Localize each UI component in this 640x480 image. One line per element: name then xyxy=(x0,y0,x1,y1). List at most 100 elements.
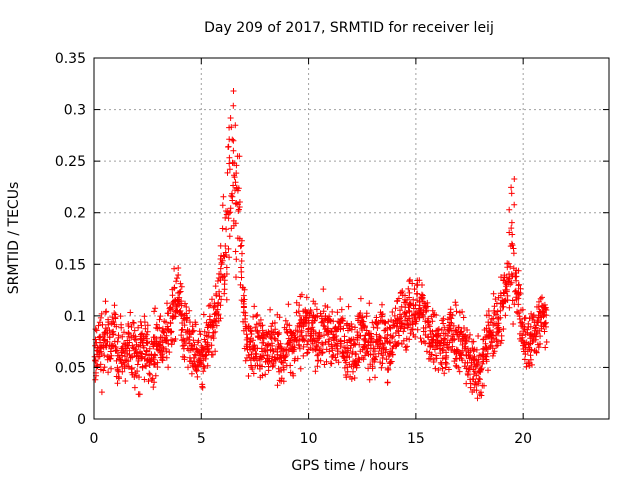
data-point xyxy=(105,316,112,323)
data-point xyxy=(360,356,367,363)
data-point xyxy=(495,320,502,327)
data-point xyxy=(276,314,283,321)
data-point xyxy=(217,265,224,272)
data-point xyxy=(453,308,460,315)
data-point xyxy=(212,328,219,335)
data-point xyxy=(277,340,284,347)
data-point xyxy=(230,102,237,109)
x-tick-label: 10 xyxy=(300,431,318,447)
data-point xyxy=(396,332,402,339)
data-point xyxy=(508,279,515,286)
data-point xyxy=(328,360,335,367)
data-point xyxy=(342,372,349,378)
data-point xyxy=(105,369,112,376)
data-point xyxy=(249,366,256,373)
data-point xyxy=(175,265,182,271)
data-point xyxy=(210,304,217,311)
data-point xyxy=(329,347,336,354)
data-point xyxy=(318,350,325,357)
data-point xyxy=(149,375,156,382)
data-point xyxy=(387,360,394,367)
data-point xyxy=(260,352,267,359)
data-point xyxy=(132,333,139,340)
data-point xyxy=(213,322,220,329)
data-point xyxy=(373,314,380,321)
data-point xyxy=(271,319,278,326)
data-point xyxy=(372,353,379,360)
data-point xyxy=(143,363,150,370)
data-point xyxy=(497,307,504,314)
data-point xyxy=(244,334,251,341)
data-point xyxy=(529,338,536,345)
data-point xyxy=(509,297,516,304)
data-point xyxy=(389,351,396,358)
data-point xyxy=(408,326,415,333)
data-point xyxy=(337,338,344,345)
data-point xyxy=(228,124,235,131)
data-point xyxy=(458,351,465,358)
x-tick-label: 0 xyxy=(90,431,99,447)
data-point xyxy=(340,325,347,332)
data-point xyxy=(392,343,399,350)
data-point xyxy=(296,312,303,319)
data-point xyxy=(246,338,253,345)
data-point xyxy=(435,326,442,332)
data-point xyxy=(370,351,377,358)
data-point xyxy=(353,351,360,358)
data-point xyxy=(433,355,440,362)
data-point xyxy=(208,342,215,349)
data-point xyxy=(234,187,241,194)
data-point xyxy=(98,350,105,357)
data-point xyxy=(441,335,448,342)
data-point xyxy=(242,312,249,319)
data-point xyxy=(536,298,542,305)
data-point xyxy=(321,323,328,330)
data-point xyxy=(270,362,277,369)
data-point xyxy=(481,327,488,333)
data-point xyxy=(521,356,528,363)
data-point xyxy=(492,332,499,339)
data-point xyxy=(300,352,307,359)
data-point xyxy=(345,303,352,310)
x-tick-label: 20 xyxy=(514,431,532,447)
data-point xyxy=(387,340,394,347)
data-point xyxy=(259,322,266,329)
data-point xyxy=(300,336,307,343)
data-point xyxy=(489,352,496,359)
data-point xyxy=(164,300,170,307)
data-point xyxy=(441,370,448,377)
data-point xyxy=(490,350,497,357)
data-point xyxy=(398,314,405,320)
data-point xyxy=(282,346,289,353)
data-point xyxy=(475,333,482,339)
data-point xyxy=(127,309,134,316)
data-point xyxy=(499,304,506,310)
data-point xyxy=(230,182,237,189)
data-point xyxy=(351,375,358,381)
data-point xyxy=(240,292,247,299)
data-point xyxy=(303,294,310,301)
data-point xyxy=(470,338,477,345)
data-point xyxy=(238,237,245,244)
data-point xyxy=(194,373,201,380)
data-point xyxy=(378,364,385,371)
data-point xyxy=(250,313,257,320)
data-point xyxy=(101,352,108,359)
data-point xyxy=(191,351,198,358)
data-point xyxy=(144,328,151,335)
data-point xyxy=(117,313,124,320)
data-point xyxy=(202,355,209,362)
data-point xyxy=(350,336,357,343)
data-point xyxy=(489,339,495,346)
data-point xyxy=(201,365,208,371)
data-point xyxy=(101,364,108,371)
data-point xyxy=(282,353,289,360)
data-point xyxy=(395,295,402,302)
data-point xyxy=(324,304,331,311)
data-point xyxy=(210,335,217,342)
data-point xyxy=(205,349,212,356)
data-point xyxy=(168,328,175,335)
data-point xyxy=(227,209,234,216)
data-point xyxy=(225,245,232,252)
data-point xyxy=(488,334,495,341)
